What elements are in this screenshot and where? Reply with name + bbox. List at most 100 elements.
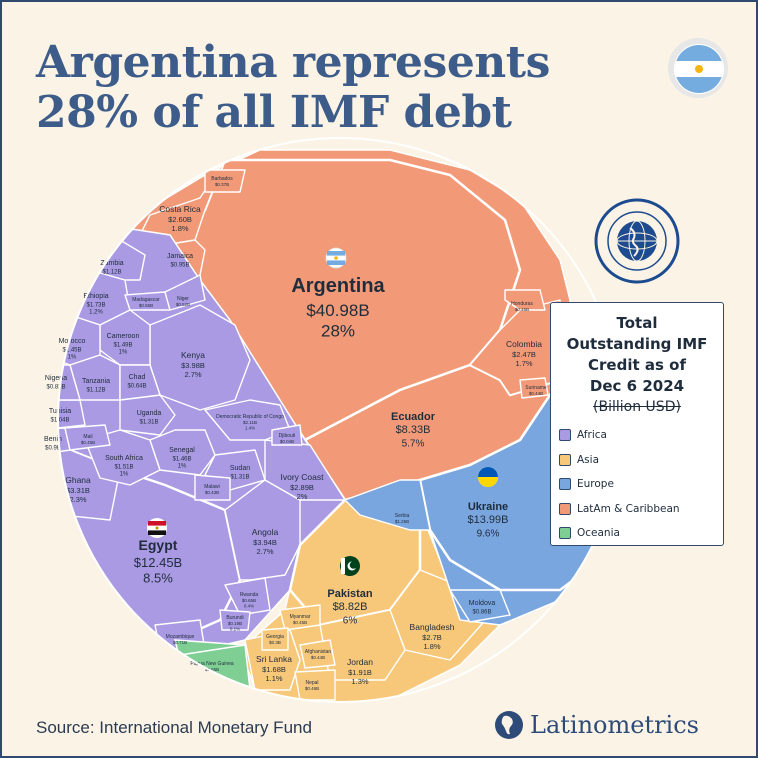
country-name: Sudan: [230, 465, 250, 472]
country-name: Papua New Guinea: [190, 661, 234, 667]
country-name: Ethiopia: [83, 293, 108, 300]
cell-label-moldova: Moldova $0.86B: [469, 600, 496, 615]
country-value: $1.49B: [113, 342, 132, 348]
country-name: Morocco: [59, 338, 86, 345]
source-note: Source: International Monetary Fund: [36, 718, 312, 737]
country-share: 1%: [68, 355, 77, 361]
cell-label-benin: Benin $0.9B: [44, 436, 62, 451]
country-value: $0.3B: [269, 640, 281, 645]
imf-seal-icon: [594, 198, 680, 284]
cell-label-djibouti: Djibouti$0.04B: [279, 433, 296, 444]
country-name: Serbia: [395, 513, 410, 519]
country-value: $0.65B: [242, 598, 256, 603]
country-name: Chad: [129, 374, 146, 381]
cell-label-chad: Chad $0.64B: [127, 374, 146, 389]
country-value: $2.7B: [422, 633, 442, 642]
country-name: Uganda: [137, 410, 162, 417]
country-value: $1.91B: [348, 668, 372, 677]
country-share: 1%: [178, 464, 187, 470]
country-value: $0.95B: [170, 262, 189, 268]
country-share: 8.5%: [143, 570, 173, 585]
country-name: Moldova: [469, 600, 496, 607]
country-value: $8.33B: [396, 424, 431, 436]
cell-label-ecuador: Ecuador$8.33B 5.7%: [391, 411, 436, 449]
cell-label-pakistan: Pakistan$8.82B 6%: [327, 588, 373, 626]
country-name: Pakistan: [327, 588, 373, 600]
country-share: 0.1%: [230, 626, 240, 631]
legend-panel: Total Outstanding IMF Credit as of Dec 6…: [550, 302, 724, 546]
country-value: $0.45B: [81, 440, 95, 445]
country-name: Madagascar: [132, 297, 160, 303]
legend-swatch: [559, 478, 571, 491]
country-name: Sri Lanka: [256, 654, 292, 664]
cell-georgia: [261, 627, 289, 651]
country-name: Ukraine: [468, 501, 508, 513]
cell-label-barbados: Barbados$0.37B: [211, 176, 233, 187]
cell-mali: [64, 424, 111, 451]
country-share: 5.7%: [402, 438, 425, 449]
country-share: 6%: [343, 615, 358, 626]
country-value: $1.04B: [50, 417, 69, 423]
country-share: 2.7%: [256, 547, 273, 556]
country-value: $12.45B: [134, 555, 182, 570]
country-name: Senegal: [169, 447, 195, 454]
country-value: $0.9B: [45, 445, 61, 451]
legend-title: Total Outstanding IMF Credit as of Dec 6…: [551, 313, 723, 397]
brand-mark: Latinometrics: [494, 710, 699, 740]
country-name: Barbados: [211, 176, 233, 182]
country-value: $2.60B: [168, 215, 192, 224]
argentina-flag-icon: [674, 44, 724, 94]
cell-label-morocco: Morocco $1.45B 1%: [59, 338, 86, 361]
country-name: Tanzania: [82, 378, 110, 385]
cell-myanmar: [279, 604, 321, 631]
country-value: $0.45B: [515, 307, 529, 312]
cell-afghanistan: [299, 639, 336, 669]
country-value: $1.31B: [139, 419, 158, 425]
country-value: $3.98B: [181, 361, 205, 370]
country-value: $2.89B: [290, 483, 314, 492]
cell-chad: [119, 364, 161, 401]
legend-item-europe: Europe: [559, 472, 723, 497]
cell-label-malawi: Malawi$0.43B: [204, 484, 220, 495]
country-name: Honduras: [511, 301, 533, 307]
cell-label-tunisia: Tunisia $1.04B: [49, 408, 71, 423]
legend-item-latam: LatAm & Caribbean: [559, 497, 723, 522]
country-value: $3.94B: [253, 538, 277, 547]
country-name: Ivory Coast: [281, 472, 325, 482]
legend-swatch: [559, 527, 571, 540]
cell-label-jamaica: Jamaica $0.95B: [167, 253, 193, 268]
legend-item-label: Asia: [577, 453, 600, 466]
country-share: 1%: [119, 350, 128, 356]
country-name: Jamaica: [167, 253, 193, 260]
cell-moldova: [449, 589, 511, 623]
country-value: $8.82B: [333, 601, 368, 613]
legend-swatch: [559, 453, 571, 466]
country-name: Mozambique: [166, 634, 195, 640]
cell-tunisia: [58, 399, 86, 431]
country-share: 1.2%: [89, 310, 103, 316]
cell-label-zambia: Zambia $1.12B: [100, 260, 123, 275]
cell-niger: [164, 274, 206, 311]
country-value: $1.45B: [62, 347, 81, 353]
country-name: Djibouti: [279, 433, 296, 439]
cell-label-suriname: Suriname$0.44B: [525, 385, 547, 396]
country-value: $0.46B: [305, 686, 319, 691]
country-share: 2.3%: [69, 495, 86, 504]
country-name: Burundi: [226, 615, 243, 621]
country-share: 28%: [321, 321, 355, 340]
country-value: $0.19B: [228, 621, 242, 626]
country-value: $0.45B: [293, 620, 307, 625]
country-value: $0.43B: [205, 490, 219, 495]
cell-label-bangladesh: Bangladesh$2.7B1.8%: [410, 622, 455, 651]
legend-item-asia: Asia: [559, 448, 723, 473]
country-name: Benin: [44, 436, 62, 443]
cell-label-mali: Mali$0.45B: [81, 434, 95, 445]
country-name: Tunisia: [49, 408, 71, 415]
